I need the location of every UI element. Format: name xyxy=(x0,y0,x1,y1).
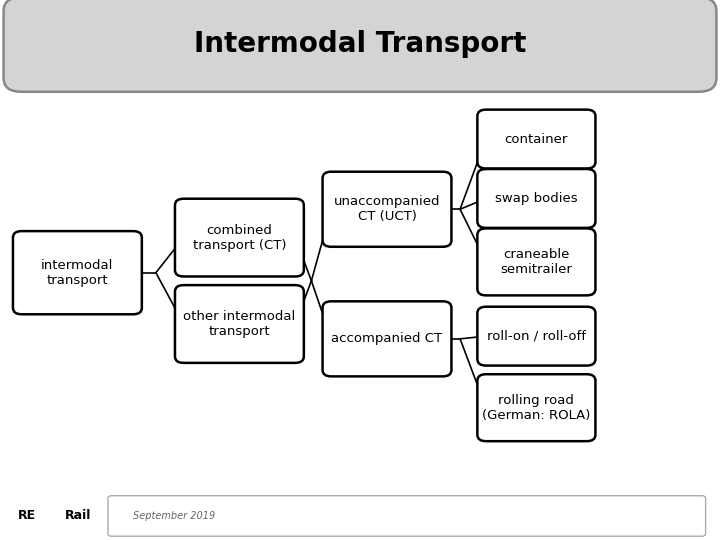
FancyBboxPatch shape xyxy=(108,496,706,536)
Text: container: container xyxy=(505,132,568,146)
Text: Rail: Rail xyxy=(65,509,91,522)
Text: intermodal
transport: intermodal transport xyxy=(41,259,114,287)
FancyBboxPatch shape xyxy=(477,307,595,366)
FancyBboxPatch shape xyxy=(323,301,451,376)
Text: roll-on / roll-off: roll-on / roll-off xyxy=(487,329,586,343)
Text: unaccompanied
CT (UCT): unaccompanied CT (UCT) xyxy=(334,195,440,223)
FancyBboxPatch shape xyxy=(13,231,142,314)
Text: RE: RE xyxy=(18,509,36,522)
Text: rolling road
(German: ROLA): rolling road (German: ROLA) xyxy=(482,394,590,422)
FancyBboxPatch shape xyxy=(477,110,595,168)
Text: combined
transport (CT): combined transport (CT) xyxy=(193,224,286,252)
FancyBboxPatch shape xyxy=(4,0,716,92)
FancyBboxPatch shape xyxy=(175,285,304,363)
Text: accompanied CT: accompanied CT xyxy=(331,332,443,346)
FancyBboxPatch shape xyxy=(477,169,595,228)
Text: craneable
semitrailer: craneable semitrailer xyxy=(500,248,572,276)
FancyBboxPatch shape xyxy=(477,228,595,295)
FancyBboxPatch shape xyxy=(175,199,304,276)
FancyBboxPatch shape xyxy=(477,374,595,441)
Text: September 2019: September 2019 xyxy=(133,511,215,521)
Text: swap bodies: swap bodies xyxy=(495,192,577,205)
Text: Intermodal Transport: Intermodal Transport xyxy=(194,30,526,58)
FancyBboxPatch shape xyxy=(323,172,451,247)
Text: other intermodal
transport: other intermodal transport xyxy=(184,310,295,338)
